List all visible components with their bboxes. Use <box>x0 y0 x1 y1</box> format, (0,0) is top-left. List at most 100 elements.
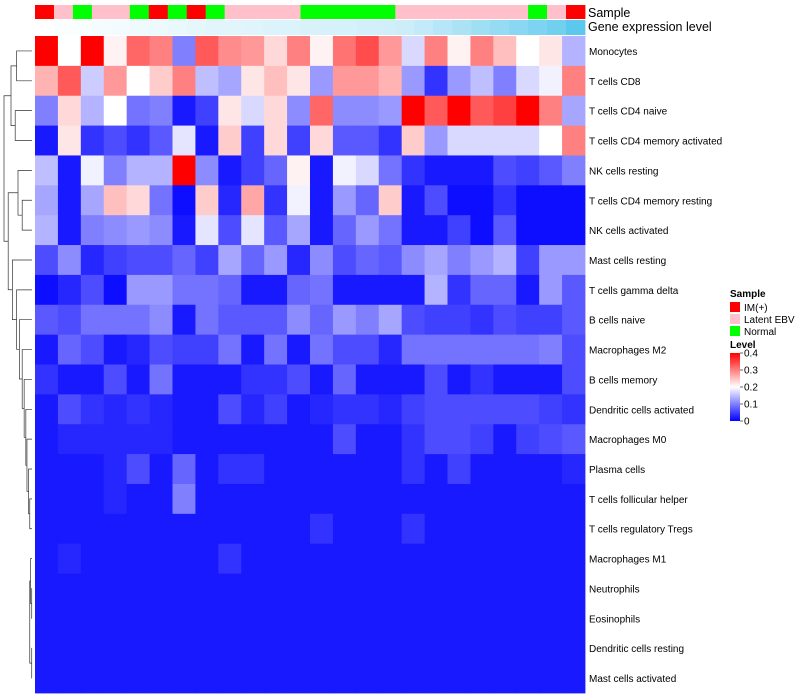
sample-annotation-cell <box>281 5 301 19</box>
heatmap-cell <box>493 95 517 126</box>
heatmap-cell <box>447 36 471 67</box>
heatmap-cell <box>539 424 563 455</box>
heatmap-cell <box>126 65 150 97</box>
heatmap-cell <box>493 424 517 455</box>
heatmap-cell <box>172 185 196 216</box>
heatmap-cell <box>35 185 59 216</box>
heatmap-cell <box>424 155 448 186</box>
heatmap-cell <box>80 513 105 545</box>
heatmap-cell <box>470 304 494 336</box>
heatmap-cell <box>57 364 82 395</box>
heatmap-cell <box>218 424 242 455</box>
heatmap-cell <box>195 95 219 126</box>
expression-annotation-cell <box>205 20 226 35</box>
heatmap-cell <box>264 36 288 67</box>
heatmap-cell <box>241 483 265 515</box>
heatmap-cell <box>493 633 517 664</box>
heatmap-cell <box>218 454 242 485</box>
heatmap-cell <box>195 513 219 545</box>
heatmap-cell <box>447 513 471 545</box>
heatmap-cell <box>195 364 219 395</box>
heatmap-cell <box>355 274 380 306</box>
heatmap-cell <box>195 454 219 485</box>
heatmap-cell <box>241 633 265 664</box>
heatmap-cell <box>126 304 150 336</box>
heatmap-cell <box>241 274 265 306</box>
heatmap-cell <box>378 95 403 126</box>
heatmap-cell <box>126 364 150 395</box>
dendrogram-branch <box>16 50 32 82</box>
heatmap-cell <box>126 215 150 246</box>
heatmap-cell <box>562 513 586 545</box>
sample-annotation-cell <box>167 5 188 19</box>
row-label: T cells CD4 naive <box>589 107 668 118</box>
heatmap-cell <box>264 245 288 276</box>
heatmap-cell <box>378 603 403 634</box>
heatmap-cell <box>447 454 471 485</box>
sample-annotation-cell <box>53 5 74 19</box>
heatmap-cell <box>35 483 59 515</box>
legend-colorbar <box>730 353 740 421</box>
heatmap-cell <box>355 215 380 246</box>
heatmap-cell <box>149 454 173 485</box>
heatmap-cell <box>287 424 311 455</box>
heatmap-cell <box>218 573 242 604</box>
sample-annotation-cell <box>205 5 226 19</box>
heatmap-cell <box>539 394 563 425</box>
heatmap-cell <box>332 603 357 634</box>
expression-annotation-cell <box>262 20 282 35</box>
heatmap-cell <box>310 603 334 634</box>
heatmap-cell <box>447 483 471 515</box>
sample-annotation-cell <box>319 5 339 19</box>
heatmap-cell <box>378 483 403 515</box>
expression-annotation-cell <box>395 20 415 35</box>
legend-tick-label: 0.2 <box>744 383 758 394</box>
heatmap-cell <box>493 364 517 395</box>
dendrogram-branch <box>28 468 32 515</box>
heatmap-cell <box>57 513 82 545</box>
heatmap-cell <box>126 36 150 67</box>
expression-annotation-cell <box>471 20 491 35</box>
heatmap-cell <box>264 65 288 97</box>
heatmap-cell <box>149 483 173 515</box>
heatmap-cell <box>172 454 196 485</box>
heatmap-cell <box>57 483 82 515</box>
expression-annotation-cell <box>509 20 529 35</box>
row-label: Plasma cells <box>589 465 645 476</box>
heatmap-cell <box>424 36 448 67</box>
heatmap-cell <box>195 633 219 664</box>
heatmap-cell <box>172 95 196 126</box>
expression-annotation-cell <box>53 20 74 35</box>
heatmap-cell <box>35 274 59 306</box>
heatmap-cell <box>172 215 196 246</box>
row-label: Macrophages M0 <box>589 435 667 446</box>
heatmap-cell <box>149 36 173 67</box>
heatmap-cell <box>264 633 288 664</box>
heatmap-cell <box>516 215 540 246</box>
heatmap-cell <box>470 95 494 126</box>
heatmap-cell <box>493 36 517 67</box>
heatmap-cell <box>401 65 425 97</box>
heatmap-cell <box>264 603 288 634</box>
heatmap-cell <box>195 215 219 246</box>
heatmap-cell <box>172 245 196 276</box>
heatmap-cell <box>378 185 403 216</box>
heatmap-cell <box>149 334 173 365</box>
heatmap-cell <box>195 155 219 186</box>
heatmap-cell <box>287 334 311 365</box>
dendrogram-branch <box>10 65 17 126</box>
heatmap-cell <box>401 155 425 186</box>
row-label: Monocytes <box>589 47 637 58</box>
heatmap-cell <box>493 454 517 485</box>
heatmap-cell <box>470 663 494 694</box>
heatmap-cell <box>287 603 311 634</box>
heatmap-cell <box>310 245 334 276</box>
heatmap-cell <box>310 454 334 485</box>
sample-annotation-cell <box>35 5 55 19</box>
dendrogram-branch <box>17 170 32 216</box>
sample-annotation-cell <box>395 5 415 19</box>
heatmap-cell <box>241 513 265 545</box>
heatmap-cell <box>470 364 494 395</box>
heatmap-cell <box>355 603 380 634</box>
heatmap-cell <box>195 36 219 67</box>
